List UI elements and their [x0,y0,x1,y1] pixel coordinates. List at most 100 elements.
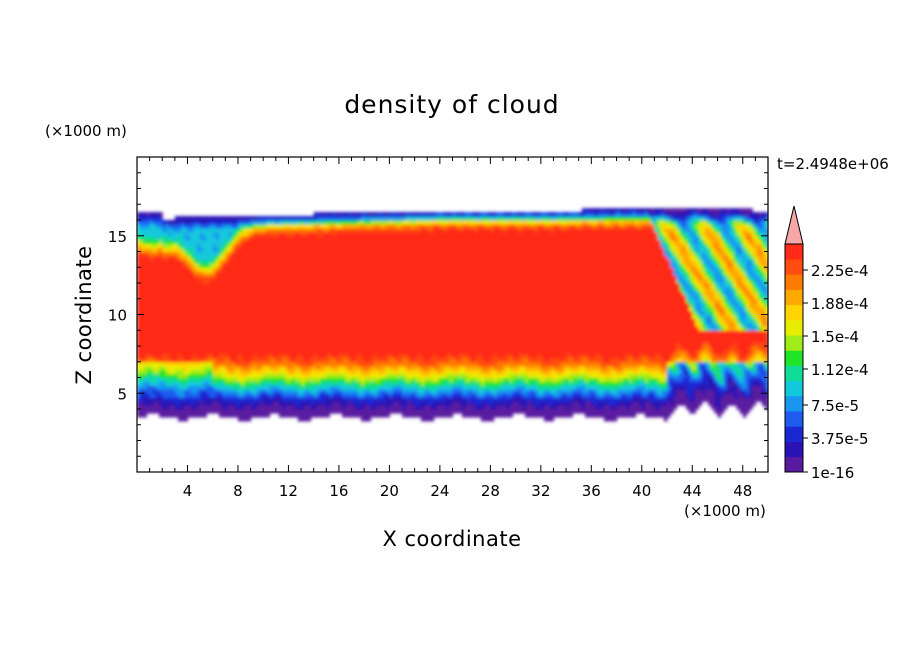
density-cell [155,357,160,363]
density-cell [398,377,403,383]
density-cell [181,342,185,347]
density-cell [193,271,198,276]
density-cell [209,389,214,394]
density-cell [402,342,406,347]
density-cell [190,393,195,398]
density-cell [219,318,223,323]
density-cell [386,405,390,410]
density-cell [398,294,403,300]
density-cell [430,275,435,280]
density-cell [329,216,334,221]
density-cell [212,322,217,327]
density-cell [367,283,372,288]
density-cell [288,302,293,308]
density-cell [326,259,331,264]
density-cell [275,381,280,386]
density-cell [297,342,302,347]
density-cell [389,365,394,371]
density-cell [398,259,403,264]
density-cell [392,389,397,394]
density-cell [310,255,315,260]
density-cell [345,247,349,253]
density-cell [354,286,359,292]
density-cell [398,239,403,245]
density-cell [316,279,321,284]
density-cell [291,227,296,233]
density-cell [181,231,185,237]
density-cell [250,381,255,386]
density-cell [250,385,255,390]
density-cell [323,397,327,402]
density-cell [361,409,365,414]
density-cell [288,314,293,320]
density-cell [420,275,425,280]
density-cell [367,243,372,249]
density-cell [405,259,409,264]
density-cell [313,243,318,249]
density-cell [209,401,214,406]
density-cell [219,259,223,264]
density-cell [149,334,154,339]
density-cell [225,306,230,312]
density-cell [402,369,406,375]
density-cell [342,389,346,394]
density-cell [285,263,290,268]
density-cell [297,326,302,331]
density-cell [383,353,387,359]
density-cell [278,377,283,383]
density-cell [357,318,362,323]
density-cell [361,239,365,245]
density-cell [313,239,318,245]
density-cell [386,393,390,398]
density-cell [244,330,249,335]
density-cell [234,405,239,410]
density-cell [433,349,438,355]
density-cell [386,263,390,268]
density-cell [137,385,141,390]
density-cell [354,259,359,264]
density-cell [373,373,378,379]
density-cell [137,314,141,320]
density-cell [260,290,264,296]
density-cell [159,334,163,339]
density-cell [285,381,290,386]
density-cell [354,220,359,225]
density-cell [424,377,428,383]
density-cell [310,243,315,249]
density-cell [272,271,277,276]
density-cell [168,412,173,418]
density-cell [219,369,223,375]
density-cell [209,357,214,363]
density-cell [316,235,321,241]
density-cell [424,369,428,375]
density-cell [174,361,179,367]
density-cell [159,330,163,335]
density-cell [152,275,157,280]
density-cell [373,286,378,292]
density-cell [184,306,189,312]
density-cell [364,227,368,233]
density-cell [247,369,252,375]
density-cell [433,223,438,229]
density-cell [256,373,261,379]
density-cell [149,409,154,414]
density-cell [417,290,422,296]
density-cell [345,306,349,312]
density-cell [316,405,321,410]
density-cell [171,227,176,233]
density-cell [140,290,144,296]
density-cell [389,401,394,406]
density-cell [228,330,233,335]
density-cell [417,267,422,272]
density-cell [215,306,220,312]
density-cell [392,235,397,241]
density-cell [319,251,324,257]
density-cell [137,349,141,355]
density-cell [159,326,163,331]
density-cell [294,216,299,221]
density-cell [137,259,141,264]
density-cell [222,412,226,418]
density-cell [367,251,372,257]
density-cell [234,275,239,280]
density-cell [307,385,312,390]
